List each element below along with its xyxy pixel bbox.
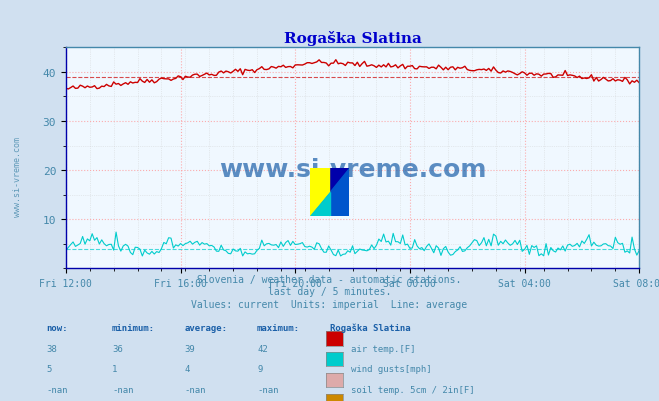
Bar xyxy=(310,168,330,192)
Polygon shape xyxy=(310,192,330,217)
Text: last day / 5 minutes.: last day / 5 minutes. xyxy=(268,287,391,297)
Polygon shape xyxy=(310,192,330,217)
Text: wind gusts[mph]: wind gusts[mph] xyxy=(351,365,431,373)
Text: -nan: -nan xyxy=(257,385,279,394)
Text: 5: 5 xyxy=(46,365,51,373)
Text: maximum:: maximum: xyxy=(257,323,300,332)
Text: Rogaška Slatina: Rogaška Slatina xyxy=(330,323,410,332)
Text: -nan: -nan xyxy=(46,385,68,394)
Text: average:: average: xyxy=(185,323,227,332)
Text: www.si-vreme.com: www.si-vreme.com xyxy=(13,136,22,217)
Text: www.si-vreme.com: www.si-vreme.com xyxy=(219,158,486,181)
Text: 9: 9 xyxy=(257,365,262,373)
Text: air temp.[F]: air temp.[F] xyxy=(351,344,415,352)
Polygon shape xyxy=(310,168,349,217)
Text: now:: now: xyxy=(46,323,68,332)
Text: 1: 1 xyxy=(112,365,117,373)
Text: 39: 39 xyxy=(185,344,195,352)
Text: Values: current  Units: imperial  Line: average: Values: current Units: imperial Line: av… xyxy=(191,299,468,309)
Text: -nan: -nan xyxy=(112,385,134,394)
Text: 42: 42 xyxy=(257,344,268,352)
Text: -nan: -nan xyxy=(185,385,206,394)
Polygon shape xyxy=(330,168,349,217)
Title: Rogaška Slatina: Rogaška Slatina xyxy=(283,30,422,46)
Polygon shape xyxy=(310,168,330,217)
Text: Slovenia / weather data - automatic stations.: Slovenia / weather data - automatic stat… xyxy=(197,275,462,285)
Text: 36: 36 xyxy=(112,344,123,352)
Text: soil temp. 5cm / 2in[F]: soil temp. 5cm / 2in[F] xyxy=(351,385,474,394)
Text: 4: 4 xyxy=(185,365,190,373)
Text: 38: 38 xyxy=(46,344,57,352)
Text: minimum:: minimum: xyxy=(112,323,155,332)
